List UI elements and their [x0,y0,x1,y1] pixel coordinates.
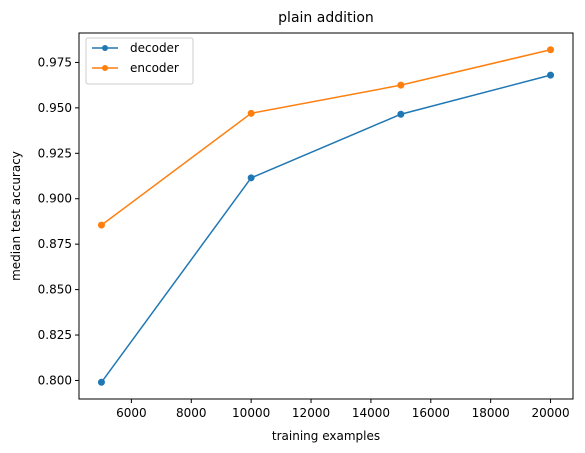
data-point-decoder [248,175,254,181]
y-tick-label: 0.950 [38,101,72,115]
y-tick-label: 0.900 [38,192,72,206]
x-tick-label: 8000 [176,406,207,420]
legend-marker-decoder [102,45,108,51]
data-point-encoder [398,82,404,88]
y-tick-label: 0.975 [38,55,72,69]
x-axis-label: training examples [272,429,380,443]
x-tick-label: 6000 [116,406,147,420]
y-axis-label: median test accuracy [9,151,23,281]
x-tick-label: 10000 [232,406,270,420]
y-tick-label: 0.800 [38,373,72,387]
data-point-decoder [548,72,554,78]
y-tick-label: 0.925 [38,146,72,160]
chart-title: plain addition [278,10,374,26]
x-tick-label: 18000 [472,406,510,420]
x-tick-label: 14000 [352,406,390,420]
legend-marker-encoder [102,65,108,71]
y-tick-label: 0.875 [38,237,72,251]
y-tick-label: 0.850 [38,283,72,297]
x-tick-label: 16000 [412,406,450,420]
legend: decoder encoder [86,38,193,84]
x-axis-ticks: 6000 8000 10000 12000 14000 16000 18000 20000 [116,399,570,420]
legend-label-encoder: encoder [130,61,179,75]
data-point-decoder [398,111,404,117]
x-tick-label: 12000 [292,406,330,420]
x-tick-label: 20000 [531,406,569,420]
y-tick-label: 0.825 [38,328,72,342]
y-axis-ticks: 0.800 0.825 0.850 0.875 0.900 0.925 0.950 0.975 [38,55,79,387]
data-point-decoder [98,379,104,385]
data-point-encoder [548,47,554,53]
legend-label-decoder: decoder [130,41,179,55]
data-point-encoder [248,110,254,116]
data-point-encoder [98,222,104,228]
